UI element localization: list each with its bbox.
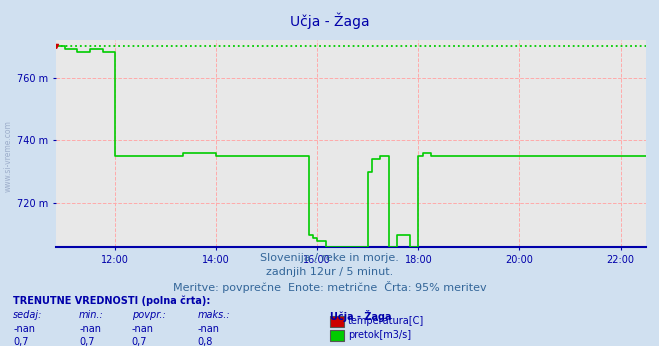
Text: min.:: min.: <box>79 310 104 320</box>
Text: TRENUTNE VREDNOSTI (polna črta):: TRENUTNE VREDNOSTI (polna črta): <box>13 296 211 306</box>
Text: -nan: -nan <box>13 324 35 334</box>
Text: 0,7: 0,7 <box>13 337 29 346</box>
Text: temperatura[C]: temperatura[C] <box>348 316 424 326</box>
Text: Učja - Žaga: Učja - Žaga <box>290 12 369 29</box>
Text: povpr.:: povpr.: <box>132 310 165 320</box>
Text: 0,7: 0,7 <box>79 337 95 346</box>
Text: www.si-vreme.com: www.si-vreme.com <box>4 120 13 192</box>
Text: Slovenija / reke in morje.: Slovenija / reke in morje. <box>260 253 399 263</box>
Text: maks.:: maks.: <box>198 310 231 320</box>
Text: pretok[m3/s]: pretok[m3/s] <box>348 330 411 339</box>
Text: 0,7: 0,7 <box>132 337 148 346</box>
Text: 0,8: 0,8 <box>198 337 213 346</box>
Text: sedaj:: sedaj: <box>13 310 43 320</box>
Text: zadnjih 12ur / 5 minut.: zadnjih 12ur / 5 minut. <box>266 267 393 277</box>
Text: -nan: -nan <box>132 324 154 334</box>
Text: Meritve: povprečne  Enote: metrične  Črta: 95% meritev: Meritve: povprečne Enote: metrične Črta:… <box>173 281 486 293</box>
Text: -nan: -nan <box>198 324 219 334</box>
Text: Učja - Žaga: Učja - Žaga <box>330 310 391 322</box>
Text: -nan: -nan <box>79 324 101 334</box>
